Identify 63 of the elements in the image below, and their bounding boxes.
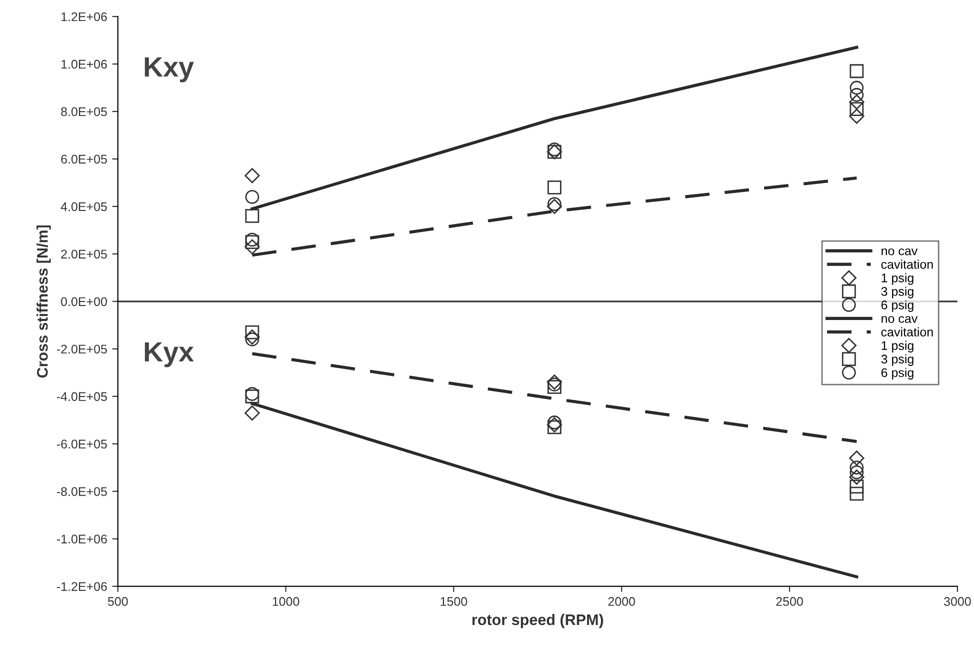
- point: [245, 190, 260, 204]
- legend-label: 6 psig: [881, 368, 914, 380]
- point: [849, 450, 864, 466]
- x-tick-label: 1500: [440, 597, 468, 606]
- point: [850, 88, 864, 102]
- point: [245, 387, 260, 401]
- point: [850, 64, 864, 78]
- x-tick-label: 2000: [608, 597, 636, 606]
- point: [849, 94, 864, 110]
- x-tick-label: 500: [108, 597, 128, 606]
- y-tick-label: 1.2E+06: [61, 12, 107, 22]
- point: [850, 460, 864, 475]
- point: [850, 80, 864, 95]
- point: [244, 168, 260, 184]
- y-axis-title: Cross stiffness [N/m]: [36, 225, 51, 378]
- legend-label: 1 psig: [882, 340, 914, 352]
- point: [849, 470, 864, 485]
- point: [850, 486, 864, 501]
- point: [546, 198, 562, 214]
- point: [244, 405, 260, 421]
- point: [245, 235, 260, 250]
- y-tick-label: 8.0E+05: [61, 107, 107, 116]
- point: [850, 465, 864, 480]
- legend-label: no cav: [882, 248, 918, 256]
- y-tick-label: 2.0E+05: [61, 250, 107, 259]
- point: [547, 380, 562, 394]
- y-tick-label: -1.2E+06: [56, 582, 107, 591]
- x-tick-label: 2500: [776, 597, 803, 606]
- point: [547, 420, 562, 434]
- annotation: Kyx: [144, 342, 194, 368]
- point: [849, 108, 864, 124]
- legend-label: 3 psig: [881, 354, 914, 366]
- legend-label: 6 psig: [881, 300, 914, 312]
- annotation: Kxy: [144, 57, 194, 82]
- y-tick-label: -6.0E+05: [56, 440, 107, 449]
- y-tick-label: -1.0E+06: [56, 534, 107, 544]
- point: [850, 480, 864, 494]
- point: [547, 197, 562, 212]
- x-tick-label: 1000: [272, 597, 300, 606]
- legend-label: 3 psig: [881, 286, 914, 298]
- legend-label: 1 psig: [882, 273, 914, 285]
- point: [245, 332, 260, 346]
- x-axis-title: rotor speed (RPM): [472, 614, 604, 628]
- point: [244, 239, 260, 254]
- y-tick-label: 1.0E+06: [61, 60, 107, 69]
- point: [547, 180, 562, 194]
- legend-label: cavitation: [881, 260, 933, 269]
- y-tick-label: -4.0E+05: [56, 392, 107, 402]
- legend-label: no cav: [882, 316, 918, 323]
- point: [850, 102, 864, 116]
- point: [546, 374, 562, 390]
- y-tick-label: 0.0E+00: [61, 297, 107, 306]
- point: [245, 325, 260, 340]
- y-tick-label: -8.0E+05: [56, 487, 107, 496]
- point: [245, 389, 260, 404]
- y-tick-label: 4.0E+05: [60, 202, 107, 212]
- point: [244, 329, 260, 345]
- x-tick-label: 3000: [944, 597, 971, 606]
- legend-label: cavitation: [881, 327, 933, 336]
- point: [245, 209, 260, 223]
- y-tick-label: 6.0E+05: [61, 154, 107, 164]
- point: [546, 417, 562, 432]
- y-tick-label: -2.0E+05: [56, 344, 107, 354]
